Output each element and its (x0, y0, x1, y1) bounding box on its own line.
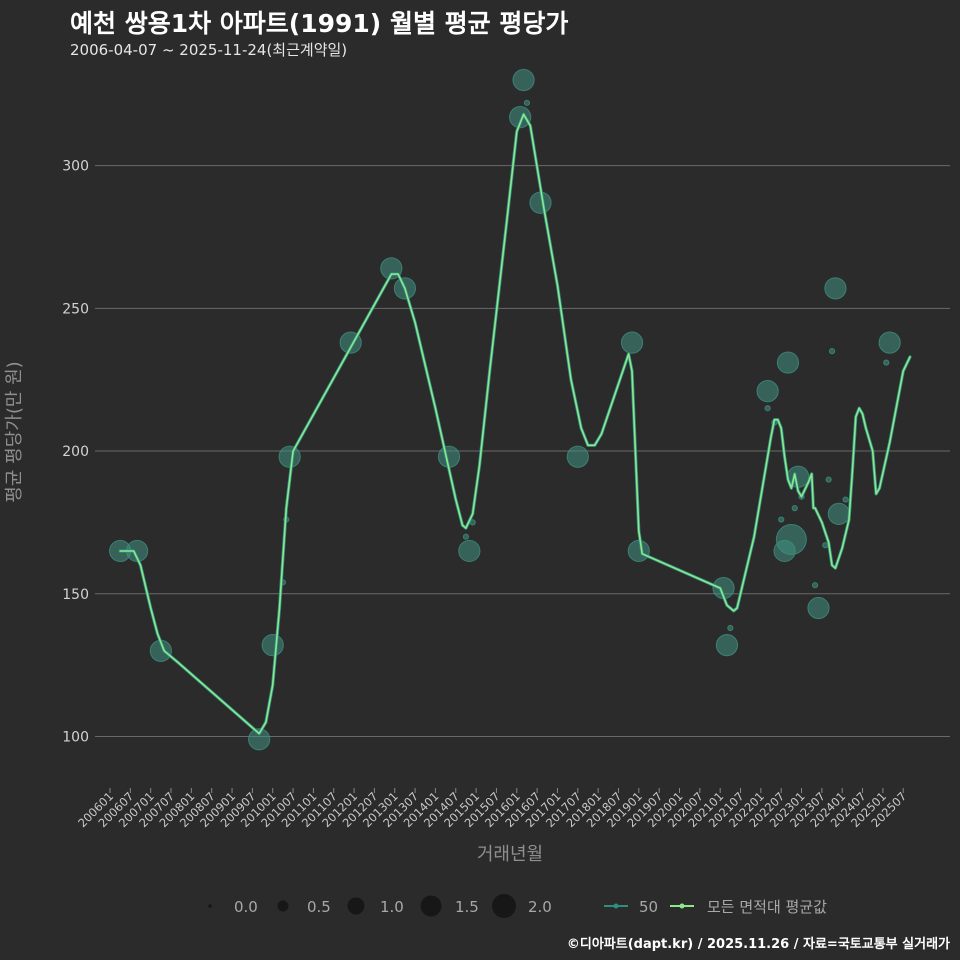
y-axis-title: 평균 평당가(만 원) (4, 361, 25, 502)
trade-point (727, 624, 734, 632)
legend-size-label: 1.5 (455, 898, 479, 916)
trade-point (512, 68, 535, 92)
trade-point (827, 502, 850, 525)
trade-point (248, 728, 271, 751)
legend-marker-50 (613, 903, 619, 909)
trade-point (824, 277, 847, 300)
legend-size-label: 2.0 (528, 898, 552, 916)
y-tick-label: 300 (62, 159, 89, 175)
trade-point (883, 359, 890, 366)
trade-point (842, 496, 849, 503)
y-tick-label: 200 (62, 444, 89, 460)
trade-point (462, 533, 470, 540)
trade-point (811, 582, 819, 589)
legend-size-label: 0.0 (234, 898, 258, 916)
trade-point (278, 445, 301, 468)
series-line-all-average (119, 113, 911, 735)
chart-title: 예천 쌍용1차 아파트(1991) 월별 평균 평당가 (70, 9, 569, 38)
trade-bubbles (109, 68, 901, 751)
series-line-50 (118, 112, 912, 736)
trade-point (756, 380, 779, 403)
x-axis-ticks: 2006012006072007012007072008012008072009… (75, 788, 909, 830)
legend-size-label: 1.0 (380, 898, 404, 916)
legend-size-label: 0.5 (307, 898, 331, 916)
trade-point (822, 542, 829, 549)
trade-point (807, 596, 830, 620)
x-axis-title: 거래년월 (477, 844, 543, 865)
trade-point (566, 445, 589, 468)
legend: 0.0 0.5 1.0 1.5 2.0 50 모든 면적대 평균값 (208, 894, 827, 918)
trade-point (458, 539, 481, 563)
trade-point (878, 331, 901, 354)
source-credit: ©디아파트(dapt.kr) / 2025.11.26 / 자료=국토교통부 실… (566, 937, 950, 952)
trade-point (764, 405, 771, 412)
legend-size-dot (347, 897, 365, 915)
trade-point (261, 634, 284, 657)
trade-point (791, 505, 798, 512)
legend-label-50: 50 (639, 898, 658, 916)
legend-size-dot (277, 900, 289, 912)
series-lines (118, 112, 912, 736)
legend-marker-average (679, 903, 685, 909)
trade-point (620, 331, 644, 354)
trade-point (775, 524, 807, 556)
y-tick-label: 250 (62, 301, 89, 317)
y-tick-label: 150 (62, 587, 89, 603)
trade-point (509, 106, 532, 129)
trade-point (627, 539, 650, 563)
legend-size-dot (208, 904, 212, 908)
trade-point (715, 634, 739, 657)
legend-size-dot (420, 895, 442, 917)
legend-size-dot (492, 894, 516, 918)
chart-subtitle: 2006-04-07 ~ 2025-11-24(최근계약일) (70, 41, 348, 59)
grid-lines (95, 165, 950, 737)
y-tick-label: 100 (62, 729, 89, 745)
legend-label-average: 모든 면적대 평균값 (707, 898, 827, 916)
trade-point (776, 351, 800, 374)
trade-point (828, 348, 836, 355)
trade-point (778, 516, 785, 523)
y-axis-ticks: 100 150 200 250 300 (62, 159, 89, 746)
trade-point (825, 476, 832, 483)
trade-point (523, 99, 531, 106)
